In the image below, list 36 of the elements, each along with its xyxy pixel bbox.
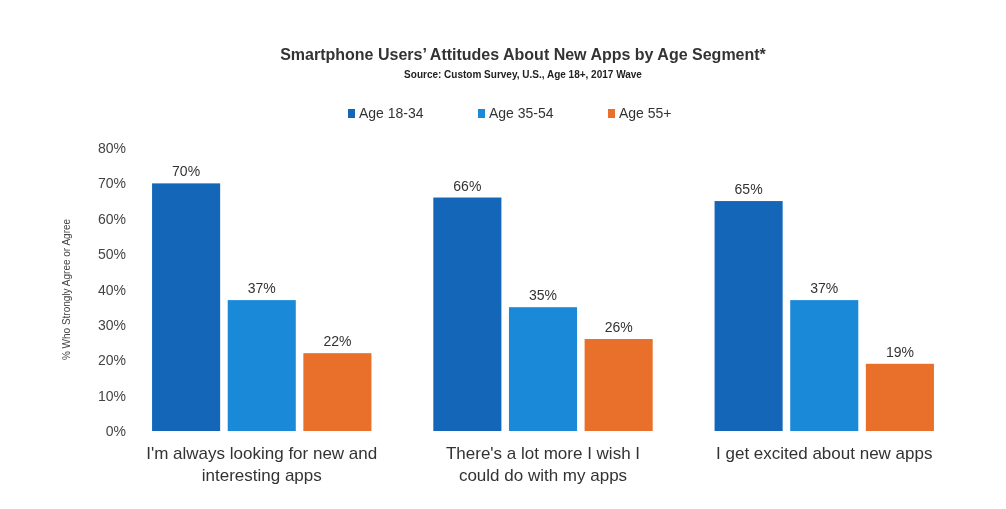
y-tick-label: 20% [97,352,126,369]
data-label: 35% [528,287,558,304]
y-tick-label: 0% [105,423,126,439]
bar [790,300,859,431]
legend-label: Age 55+ [619,105,672,121]
bar [584,339,653,431]
bar [865,363,934,431]
bar [714,201,783,431]
y-tick-label: 10% [97,387,126,404]
legend-label: Age 35-54 [489,105,554,121]
data-label: 65% [734,181,763,198]
legend-label: Age 18-34 [359,105,424,121]
y-tick-label: 70% [97,175,126,192]
x-tick-label: I'm always looking for new and interesting apps [146,444,378,485]
y-tick-label: 40% [97,281,126,298]
x-tick-label: There's a lot more I wish I could do with my apps [445,444,641,485]
data-label: 19% [885,343,914,360]
chart-subtitle: Source: Custom Survey, U.S., Age 18+, 2017 Wave [404,69,643,80]
y-tick-label: 30% [97,316,126,333]
bar [303,353,372,431]
y-axis-title: % Who Strongly Agree or Agree [61,218,72,361]
bar [227,300,296,431]
x-tick-label: I get excited about new apps [716,444,933,463]
data-label: 37% [810,280,839,297]
bar [152,183,221,431]
data-label: 66% [453,177,482,194]
y-tick-label: 80% [97,140,126,156]
y-tick-label: 50% [97,246,126,263]
data-label: 70% [172,163,201,180]
chart-title: Smartphone Users’ Attitudes About New Apps by Age Segment* [280,46,767,63]
data-label: 37% [247,280,276,297]
y-tick-label: 60% [97,210,126,227]
bar [433,197,502,431]
bar [508,307,578,431]
data-label: 26% [604,319,633,336]
data-label: 22% [323,333,352,350]
